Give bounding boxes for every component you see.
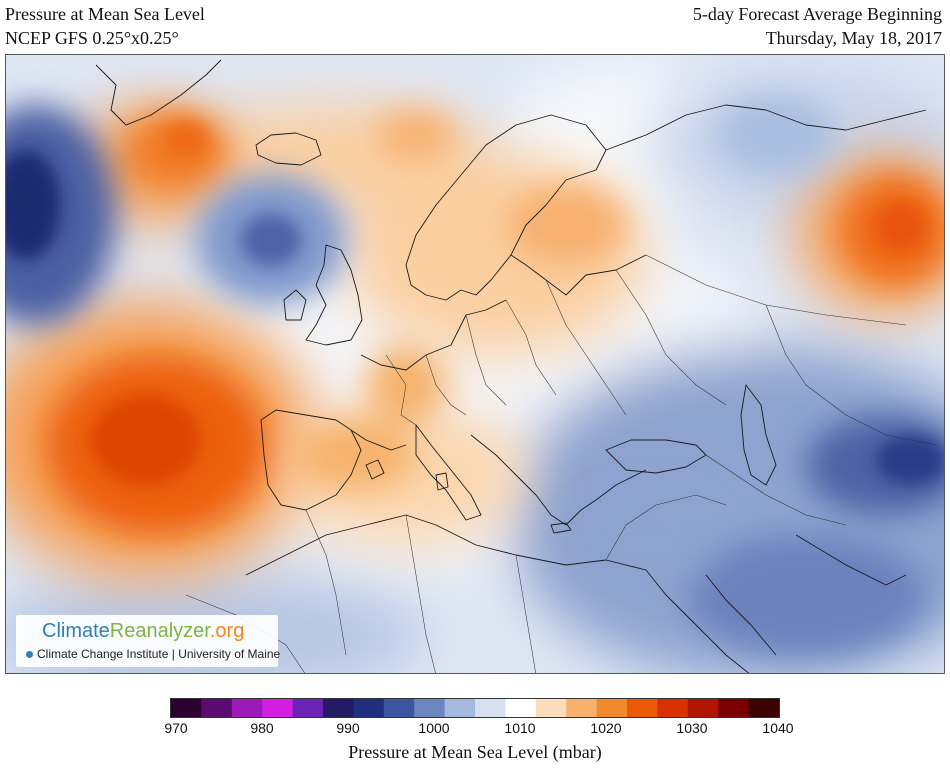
colorbar-swatch bbox=[687, 699, 719, 717]
colorbar-title: Pressure at Mean Sea Level (mbar) bbox=[348, 742, 602, 762]
forecast-period-label: 5-day Forecast Average Beginning bbox=[692, 4, 942, 24]
coastline-europe-west bbox=[360, 299, 507, 371]
coastline-iberia bbox=[260, 409, 362, 511]
model-name: NCEP GFS 0.25°x0.25° bbox=[5, 28, 179, 48]
map-title: Pressure at Mean Sea Level bbox=[5, 4, 205, 24]
colorbar-swatch bbox=[535, 699, 567, 717]
coastline-russia-north bbox=[605, 104, 927, 151]
colorbar-swatch bbox=[566, 699, 598, 717]
forecast-date: Thursday, May 18, 2017 bbox=[765, 28, 942, 48]
colorbar-swatch bbox=[292, 699, 324, 717]
colorbar-swatch bbox=[414, 699, 446, 717]
institute-seal-icon bbox=[26, 651, 33, 659]
colorbar-swatch bbox=[748, 699, 779, 717]
map-title-right: 5-day Forecast Average Beginning Thursda… bbox=[693, 2, 942, 50]
coastline-arabian-gulf bbox=[795, 534, 907, 586]
colorbar-swatch bbox=[323, 699, 354, 717]
colorbar-swatch bbox=[475, 699, 506, 717]
colorbar-tick-label: 1030 bbox=[676, 720, 708, 736]
colorbar-tick-label: 970 bbox=[164, 720, 188, 736]
colorbar-swatch bbox=[201, 699, 233, 717]
logo-wordmark: ClimateReanalyzer.org bbox=[42, 620, 245, 642]
coastline-north-africa bbox=[245, 514, 667, 596]
pressure-map-svg bbox=[6, 55, 944, 673]
colorbar-swatch bbox=[718, 699, 750, 717]
country-borders bbox=[185, 254, 937, 673]
colorbar-swatch bbox=[231, 699, 263, 717]
coastline-greenland bbox=[95, 59, 222, 126]
coastline-scandinavia bbox=[405, 114, 607, 301]
colorbar-tick-label: 1020 bbox=[590, 720, 622, 736]
coastlines bbox=[95, 59, 927, 673]
pressure-colorbar bbox=[170, 698, 780, 718]
colorbar-swatch bbox=[262, 699, 294, 717]
colorbar-tick-label: 990 bbox=[336, 720, 360, 736]
colorbar-tick-label: 1010 bbox=[504, 720, 536, 736]
colorbar-swatch bbox=[627, 699, 658, 717]
coastline-france-med bbox=[350, 429, 407, 451]
coastline-british-isles bbox=[283, 244, 363, 346]
climate-reanalyzer-logo[interactable]: ClimateReanalyzer.org Climate Change Ins… bbox=[16, 615, 280, 667]
coastline-med-islands bbox=[365, 459, 572, 534]
coastline-italy bbox=[415, 424, 482, 521]
colorbar-swatch bbox=[353, 699, 385, 717]
colorbar-tick-label: 1040 bbox=[762, 720, 794, 736]
map-title-left: Pressure at Mean Sea Level NCEP GFS 0.25… bbox=[5, 2, 205, 50]
colorbar-tick-label: 980 bbox=[250, 720, 274, 736]
coastline-caspian bbox=[740, 384, 777, 486]
coastline-red-sea bbox=[665, 574, 777, 673]
colorbar-swatch bbox=[657, 699, 689, 717]
logo-subtitle: Climate Change Institute | University of… bbox=[26, 646, 280, 662]
colorbar-swatch bbox=[171, 699, 202, 717]
colorbar-tick-label: 1000 bbox=[418, 720, 450, 736]
colorbar-swatch bbox=[383, 699, 415, 717]
colorbar-swatch bbox=[596, 699, 628, 717]
pressure-map: ClimateReanalyzer.org Climate Change Ins… bbox=[5, 54, 945, 674]
colorbar-swatch bbox=[505, 699, 537, 717]
colorbar-swatch bbox=[444, 699, 476, 717]
coastline-balkans bbox=[470, 434, 647, 526]
coastline-iceland bbox=[255, 132, 322, 166]
pressure-field bbox=[6, 65, 944, 673]
high-pressure-scandinavia bbox=[506, 185, 626, 265]
